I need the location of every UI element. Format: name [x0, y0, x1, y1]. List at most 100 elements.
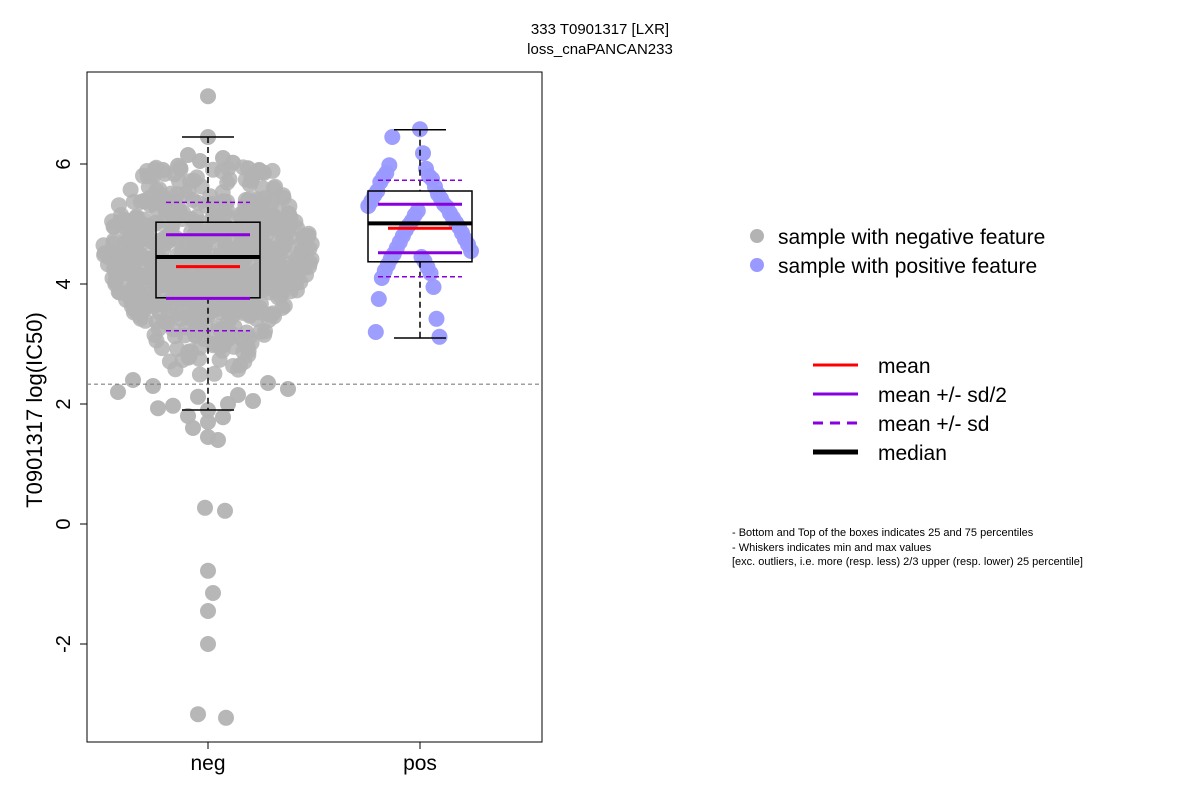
point-neg: [200, 88, 216, 105]
legend-label: mean +/- sd: [878, 413, 989, 436]
point-neg: [205, 585, 221, 601]
point-pos: [422, 265, 439, 282]
point-neg: [289, 248, 306, 265]
point-neg: [230, 283, 247, 300]
point-neg: [206, 365, 223, 382]
chart-title: 333 T0901317 [LXR] loss_cnaPANCAN233: [527, 21, 673, 58]
point-neg: [190, 388, 206, 405]
point-neg: [281, 206, 297, 223]
point-neg: [270, 255, 287, 272]
point-neg: [108, 255, 125, 272]
point-neg: [150, 400, 166, 417]
footnote-line-3: [exc. outliers, i.e. more (resp. less) 2…: [732, 556, 1083, 568]
point-neg: [142, 232, 159, 249]
y-tick-label: 2: [53, 398, 75, 409]
point-neg: [247, 277, 264, 294]
point-neg: [171, 173, 188, 190]
point-neg: [188, 209, 205, 226]
point-neg: [175, 272, 192, 289]
point-neg: [215, 409, 231, 426]
point-neg: [125, 269, 142, 286]
chart-title-line-1: 333 T0901317 [LXR]: [531, 21, 669, 38]
point-neg: [197, 499, 213, 516]
y-axis-label: T0901317 log(IC50): [22, 312, 47, 508]
point-neg: [180, 147, 196, 163]
legend-marker: [750, 229, 764, 243]
point-neg: [233, 241, 250, 258]
point-pos: [428, 310, 445, 327]
point-neg: [188, 169, 205, 186]
point-neg: [180, 408, 196, 424]
legend-label: median: [878, 442, 947, 465]
point-neg: [122, 181, 139, 198]
point-neg: [200, 636, 216, 652]
point-neg: [205, 207, 222, 224]
point-neg: [218, 709, 234, 726]
point-neg: [117, 213, 133, 230]
point-neg: [276, 238, 293, 255]
point-neg: [148, 332, 165, 349]
point-pos: [370, 291, 387, 307]
point-neg: [130, 220, 147, 237]
legend-label: sample with positive feature: [778, 255, 1037, 278]
point-neg: [250, 163, 266, 180]
point-neg: [220, 396, 236, 412]
point-neg: [152, 267, 169, 284]
point-neg: [205, 161, 221, 178]
point-neg: [140, 179, 157, 196]
point-pos: [463, 243, 479, 259]
point-neg: [239, 338, 256, 355]
y-tick-label: 0: [53, 518, 75, 529]
point-neg: [264, 280, 281, 297]
point-neg: [298, 229, 315, 245]
point-neg: [192, 153, 208, 169]
footnote-line-2: - Whiskers indicates min and max values: [732, 542, 932, 554]
point-neg: [191, 366, 208, 383]
chart-title-line-2: loss_cnaPANCAN233: [527, 41, 673, 58]
point-neg: [155, 197, 172, 214]
point-pos: [431, 328, 448, 345]
plot-frame: [86, 71, 543, 743]
point-neg: [200, 562, 216, 579]
legend-label: mean +/- sd/2: [878, 384, 1007, 407]
point-neg: [131, 286, 148, 303]
point-pos: [367, 324, 384, 340]
point-neg: [260, 312, 277, 329]
point-neg: [230, 361, 247, 378]
point-neg: [155, 162, 171, 178]
point-neg: [301, 254, 318, 271]
legend: sample with negative feature sample with …: [750, 226, 1045, 465]
box-layer: [87, 129, 542, 411]
point-neg: [202, 188, 219, 205]
point-neg: [276, 222, 292, 239]
point-neg: [239, 218, 256, 235]
point-neg: [132, 310, 149, 327]
point-neg: [252, 323, 269, 340]
point-neg: [110, 384, 126, 400]
point-pos: [425, 279, 442, 295]
point-neg: [245, 393, 261, 409]
point-pos: [415, 145, 431, 162]
point-neg: [170, 200, 187, 217]
y-tick-label: -2: [53, 635, 75, 653]
y-tick-label: 6: [53, 158, 75, 169]
point-neg: [200, 603, 216, 619]
point-neg: [161, 353, 178, 370]
point-neg: [260, 375, 276, 391]
point-neg: [156, 212, 173, 229]
axis-layer: -2 0 2 4 6 neg pos: [53, 158, 437, 775]
point-neg: [258, 239, 275, 255]
point-neg: [210, 432, 226, 448]
point-neg: [110, 197, 127, 214]
footnote: - Bottom and Top of the boxes indicates …: [732, 527, 1083, 568]
point-neg: [174, 352, 191, 368]
x-tick-label: neg: [190, 752, 225, 775]
legend-label: mean: [878, 355, 931, 378]
point-neg: [187, 322, 204, 338]
point-neg: [215, 337, 232, 353]
point-neg: [192, 300, 209, 317]
point-neg: [188, 237, 205, 253]
point-pos: [373, 270, 390, 286]
legend-marker: [750, 258, 764, 272]
